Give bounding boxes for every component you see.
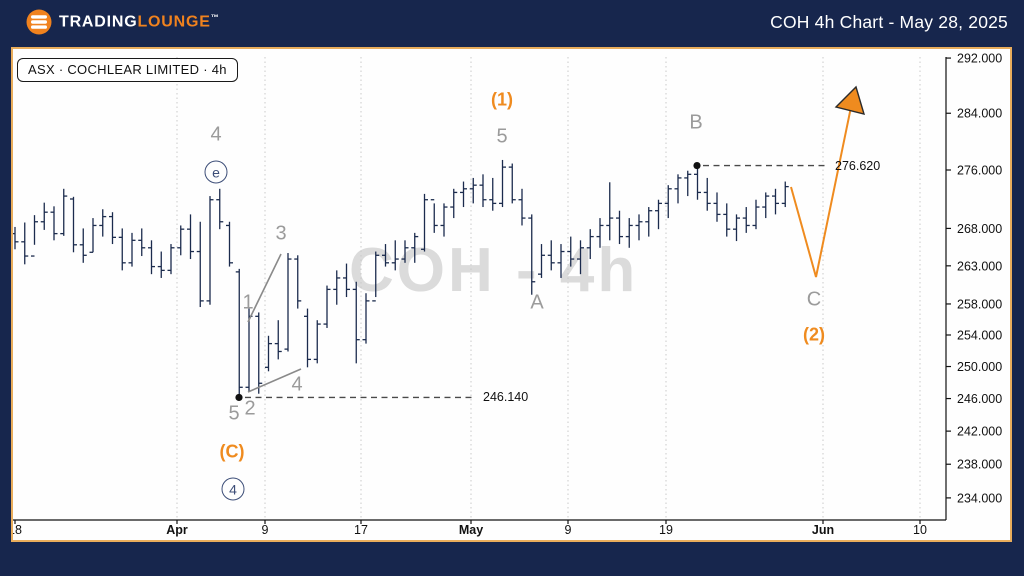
x-axis-tick-label: 9 xyxy=(262,523,269,537)
gridlines xyxy=(176,57,921,520)
instrument-label: ASX · COCHLEAR LIMITED · 4h xyxy=(17,58,238,82)
y-axis-tick-label: 250.000 xyxy=(957,360,1002,374)
tradinglounge-logo-text: TRADINGLOUNGE™ xyxy=(59,13,220,31)
x-axis-tick-label: 17 xyxy=(354,523,368,537)
chart-title: COH 4h Chart - May 28, 2025 xyxy=(770,12,1008,32)
price-level-dot xyxy=(235,393,243,402)
tradinglounge-logo: TRADINGLOUNGE™ xyxy=(26,9,220,35)
price-chart-svg: 292.000 284.000 276.000 268.000 263.000 258.0… xyxy=(13,52,1002,537)
ohlc-bars xyxy=(13,159,789,398)
tradinglounge-logo-icon xyxy=(26,9,52,35)
y-axis-tick-label: 254.000 xyxy=(957,328,1002,342)
projection-arrow xyxy=(790,85,866,278)
x-axis-tick-label: 19 xyxy=(659,523,673,537)
top-bar: TRADINGLOUNGE™ COH 4h Chart - May 28, 20… xyxy=(0,0,1024,47)
y-axis-tick-label: 292.000 xyxy=(957,52,1002,66)
y-axis-tick-label: 234.000 xyxy=(957,491,1002,505)
x-axis-tick-label: May xyxy=(459,523,483,537)
y-axis-tick-label: 258.000 xyxy=(957,297,1002,311)
x-axis-tick-label: 18 xyxy=(13,523,22,537)
logo-lounge: LOUNGE xyxy=(137,13,211,31)
axes: 292.000 284.000 276.000 268.000 263.000 258.0… xyxy=(13,52,1002,537)
x-axis-tick-label: Apr xyxy=(166,523,188,537)
logo-trading: TRADING xyxy=(59,13,138,31)
x-axis-tick-label: 10 xyxy=(913,523,927,537)
y-axis-tick-label: 238.000 xyxy=(957,458,1002,472)
y-axis-tick-label: 284.000 xyxy=(957,107,1002,121)
y-axis-tick-label: 246.000 xyxy=(957,392,1002,406)
logo-trademark: ™ xyxy=(210,12,220,22)
x-axis-tick-label: 9 xyxy=(565,523,572,537)
y-axis-tick-label: 268.000 xyxy=(957,222,1002,236)
chart-panel: ASX · COCHLEAR LIMITED · 4h COH - 4h 292… xyxy=(11,47,1012,542)
y-axis-tick-label: 263.000 xyxy=(957,259,1002,273)
trendlines xyxy=(247,253,302,393)
price-level-dot xyxy=(693,161,701,170)
y-axis-tick-label: 242.000 xyxy=(957,425,1002,439)
x-axis-tick-label: Jun xyxy=(812,523,834,537)
y-axis-tick-label: 276.000 xyxy=(957,164,1002,178)
